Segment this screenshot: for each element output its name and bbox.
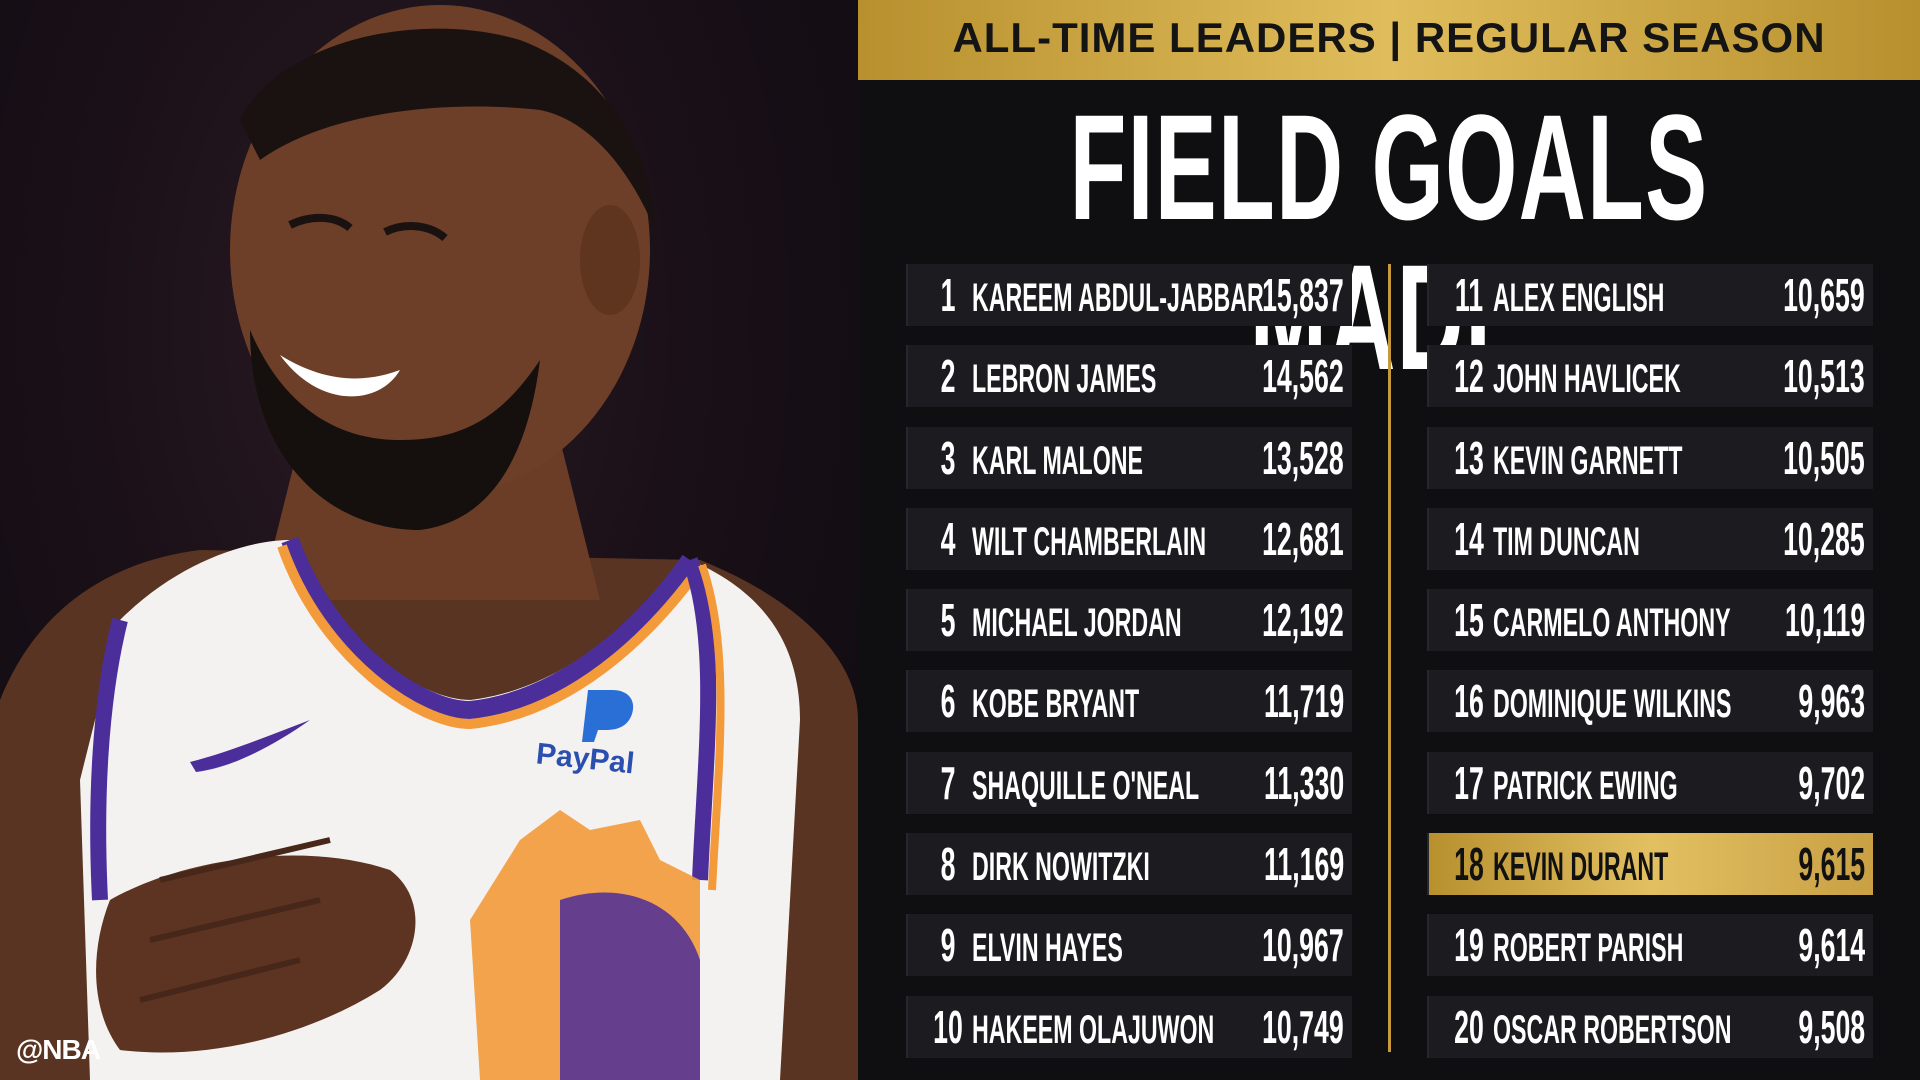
leader-name: KEVIN DURANT — [1493, 845, 1669, 890]
leader-value: 10,749 — [1262, 1000, 1344, 1053]
leader-name: KARL MALONE — [972, 438, 1143, 483]
leader-rank: 16 — [1454, 675, 1484, 728]
leader-name: ROBERT PARISH — [1493, 926, 1684, 971]
leader-name: OSCAR ROBERTSON — [1493, 1007, 1732, 1052]
leader-name: ALEX ENGLISH — [1493, 276, 1665, 320]
leader-name: ELVIN HAYES — [972, 926, 1123, 971]
leader-row: 12 JOHN HAVLICEK 10,513 — [1427, 345, 1873, 408]
leader-value: 9,615 — [1798, 838, 1865, 891]
leader-value: 15,837 — [1262, 269, 1344, 321]
leader-name: WILT CHAMBERLAIN — [972, 519, 1207, 564]
leader-rank: 5 — [940, 594, 956, 647]
leader-value: 9,508 — [1798, 1000, 1865, 1053]
leader-value: 10,285 — [1783, 512, 1865, 565]
leader-row: 13 KEVIN GARNETT 10,505 — [1427, 426, 1873, 489]
column-divider — [1388, 264, 1391, 1052]
leader-value: 14,562 — [1262, 350, 1344, 403]
leader-value: 10,513 — [1783, 350, 1865, 403]
leader-row: 6 KOBE BRYANT 11,719 — [906, 670, 1352, 733]
leader-rank: 15 — [1454, 594, 1484, 647]
leaders-list-right: 11 ALEX ENGLISH 10,659 12 JOHN HAVLICEK 10,51… — [1427, 264, 1873, 1077]
leader-value: 10,967 — [1262, 919, 1344, 972]
leader-row: 9 ELVIN HAYES 10,967 — [906, 914, 1352, 977]
leader-row: 17 PATRICK EWING 9,702 — [1427, 751, 1873, 814]
leader-name: PATRICK EWING — [1493, 763, 1678, 808]
leader-name: MICHAEL JORDAN — [972, 601, 1182, 646]
leader-name: KOBE BRYANT — [972, 682, 1140, 727]
leader-row: 8 DIRK NOWITZKI 11,169 — [906, 833, 1352, 896]
banner-text: ALL-TIME LEADERS | REGULAR SEASON — [952, 14, 1826, 61]
leader-rank: 18 — [1454, 838, 1484, 891]
player-hand — [96, 855, 416, 1053]
leader-name: LEBRON JAMES — [972, 357, 1157, 402]
leader-value: 9,614 — [1798, 919, 1865, 972]
leader-row: 14 TIM DUNCAN 10,285 — [1427, 507, 1873, 570]
leader-row: 4 WILT CHAMBERLAIN 12,681 — [906, 507, 1352, 570]
leader-name: DOMINIQUE WILKINS — [1493, 682, 1732, 727]
leader-row: 10 HAKEEM OLAJUWON 10,749 — [906, 995, 1352, 1058]
leader-row: 1 KAREEM ABDUL-JABBAR 15,837 — [906, 264, 1352, 326]
leader-value: 10,659 — [1783, 269, 1865, 321]
leaders-list-left: 1 KAREEM ABDUL-JABBAR 15,837 2 LEBRON JAMES 1… — [906, 264, 1352, 1077]
leader-name: KEVIN GARNETT — [1493, 438, 1683, 483]
leader-value: 9,702 — [1798, 756, 1865, 809]
leader-name: CARMELO ANTHONY — [1493, 601, 1731, 646]
leader-name: DIRK NOWITZKI — [972, 845, 1150, 890]
leader-name: HAKEEM OLAJUWON — [972, 1007, 1215, 1052]
leader-rank: 8 — [940, 838, 956, 891]
leader-row-highlighted: 18 KEVIN DURANT 9,615 — [1427, 833, 1873, 896]
leader-value: 11,330 — [1263, 756, 1344, 809]
leader-rank: 19 — [1454, 919, 1484, 972]
leader-value: 10,119 — [1784, 594, 1865, 647]
nba-credit: @NBA — [16, 1034, 101, 1065]
leader-name: JOHN HAVLICEK — [1493, 357, 1681, 402]
leader-rank: 7 — [940, 756, 956, 809]
leader-rank: 10 — [933, 1000, 963, 1053]
player-illustration: PayPal — [0, 5, 858, 1080]
leader-row: 20 OSCAR ROBERTSON 9,508 — [1427, 995, 1873, 1058]
leader-value: 11,169 — [1263, 838, 1344, 891]
top-banner: ALL-TIME LEADERS | REGULAR SEASON — [858, 0, 1920, 80]
leader-row: 16 DOMINIQUE WILKINS 9,963 — [1427, 670, 1873, 733]
leader-value: 12,681 — [1262, 512, 1344, 565]
leader-rank: 17 — [1454, 756, 1484, 809]
player-photo: PayPal @NBA — [0, 0, 858, 1080]
leader-rank: 13 — [1454, 431, 1484, 484]
leader-rank: 6 — [940, 675, 956, 728]
swoosh-logo — [190, 720, 310, 772]
leader-row: 3 KARL MALONE 13,528 — [906, 426, 1352, 489]
leader-value: 12,192 — [1262, 594, 1344, 647]
leader-name: KAREEM ABDUL-JABBAR — [972, 276, 1264, 320]
leader-rank: 14 — [1454, 512, 1484, 565]
leader-row: 7 SHAQUILLE O'NEAL 11,330 — [906, 751, 1352, 814]
leader-rank: 3 — [940, 431, 956, 484]
leader-name: TIM DUNCAN — [1493, 519, 1640, 564]
leader-rank: 20 — [1454, 1000, 1484, 1053]
leader-row: 5 MICHAEL JORDAN 12,192 — [906, 589, 1352, 652]
paypal-logo — [582, 690, 634, 742]
leader-value: 9,963 — [1798, 675, 1865, 728]
leader-row: 11 ALEX ENGLISH 10,659 — [1427, 264, 1873, 326]
leader-rank: 4 — [940, 512, 956, 565]
leader-row: 15 CARMELO ANTHONY 10,119 — [1427, 589, 1873, 652]
leader-name: SHAQUILLE O'NEAL — [972, 763, 1200, 808]
leader-row: 2 LEBRON JAMES 14,562 — [906, 345, 1352, 408]
leader-rank: 12 — [1454, 350, 1484, 403]
leader-rank: 1 — [940, 269, 956, 321]
leader-row: 19 ROBERT PARISH 9,614 — [1427, 914, 1873, 977]
leader-rank: 11 — [1454, 269, 1484, 321]
player-head — [230, 5, 650, 495]
leader-value: 11,719 — [1263, 675, 1344, 728]
leader-rank: 2 — [940, 350, 956, 403]
leader-value: 13,528 — [1262, 431, 1344, 484]
stats-panel: ALL-TIME LEADERS | REGULAR SEASON FIELD … — [858, 0, 1920, 1080]
leader-rank: 9 — [940, 919, 956, 972]
leader-value: 10,505 — [1783, 431, 1865, 484]
